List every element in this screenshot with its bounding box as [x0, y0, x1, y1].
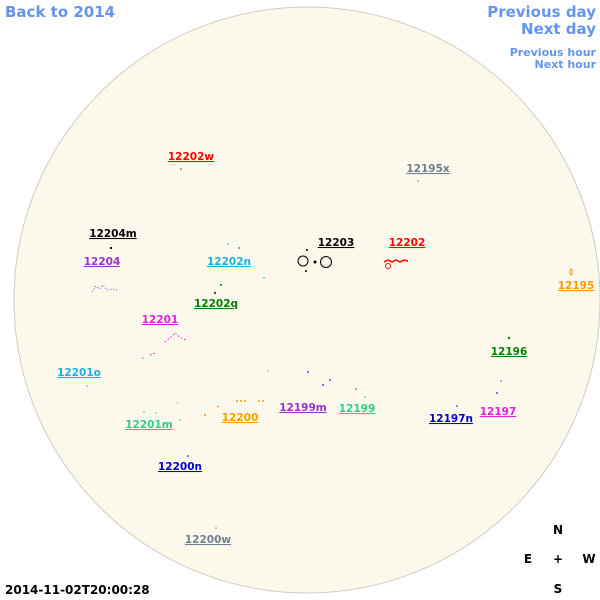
region-label[interactable]: 12200n [158, 461, 202, 473]
region-label[interactable]: 12199 [339, 403, 376, 415]
compass-east: E [524, 552, 532, 566]
region-label[interactable]: 12202n [207, 256, 251, 268]
region-label[interactable]: 12200 [222, 412, 259, 424]
compass-west: W [582, 552, 595, 566]
next-day-link[interactable]: Next day [521, 20, 596, 38]
back-link[interactable]: Back to 2014 [5, 3, 115, 21]
previous-day-link[interactable]: Previous day [487, 3, 596, 21]
compass-center: + [553, 552, 563, 566]
region-label[interactable]: 12202q [194, 298, 238, 310]
region-label[interactable]: 12204 [84, 256, 121, 268]
region-label[interactable]: 12201 [142, 314, 179, 326]
region-label[interactable]: 12202 [389, 237, 426, 249]
region-label[interactable]: 12203 [318, 237, 355, 249]
timestamp: 2014-11-02T20:00:28 [5, 583, 150, 597]
compass-south: S [554, 582, 563, 596]
next-hour-link[interactable]: Next hour [535, 58, 597, 71]
region-label[interactable]: 12204m [89, 228, 137, 240]
region-label[interactable]: 12197 [480, 406, 517, 418]
solar-disk [13, 6, 600, 594]
previous-hour-link[interactable]: Previous hour [510, 46, 597, 59]
region-label[interactable]: 12202w [168, 151, 215, 163]
region-label[interactable]: 12195x [406, 163, 450, 175]
region-label[interactable]: 12200w [185, 534, 232, 546]
region-label[interactable]: 12195 [558, 280, 595, 292]
spots [86, 168, 573, 529]
region-label[interactable]: 12197n [429, 413, 473, 425]
region-label[interactable]: 12201o [57, 367, 101, 379]
region-label[interactable]: 12201m [125, 419, 173, 431]
compass-north: N [553, 523, 563, 537]
region-label[interactable]: 12196 [491, 346, 528, 358]
region-label[interactable]: 12199m [279, 402, 327, 414]
